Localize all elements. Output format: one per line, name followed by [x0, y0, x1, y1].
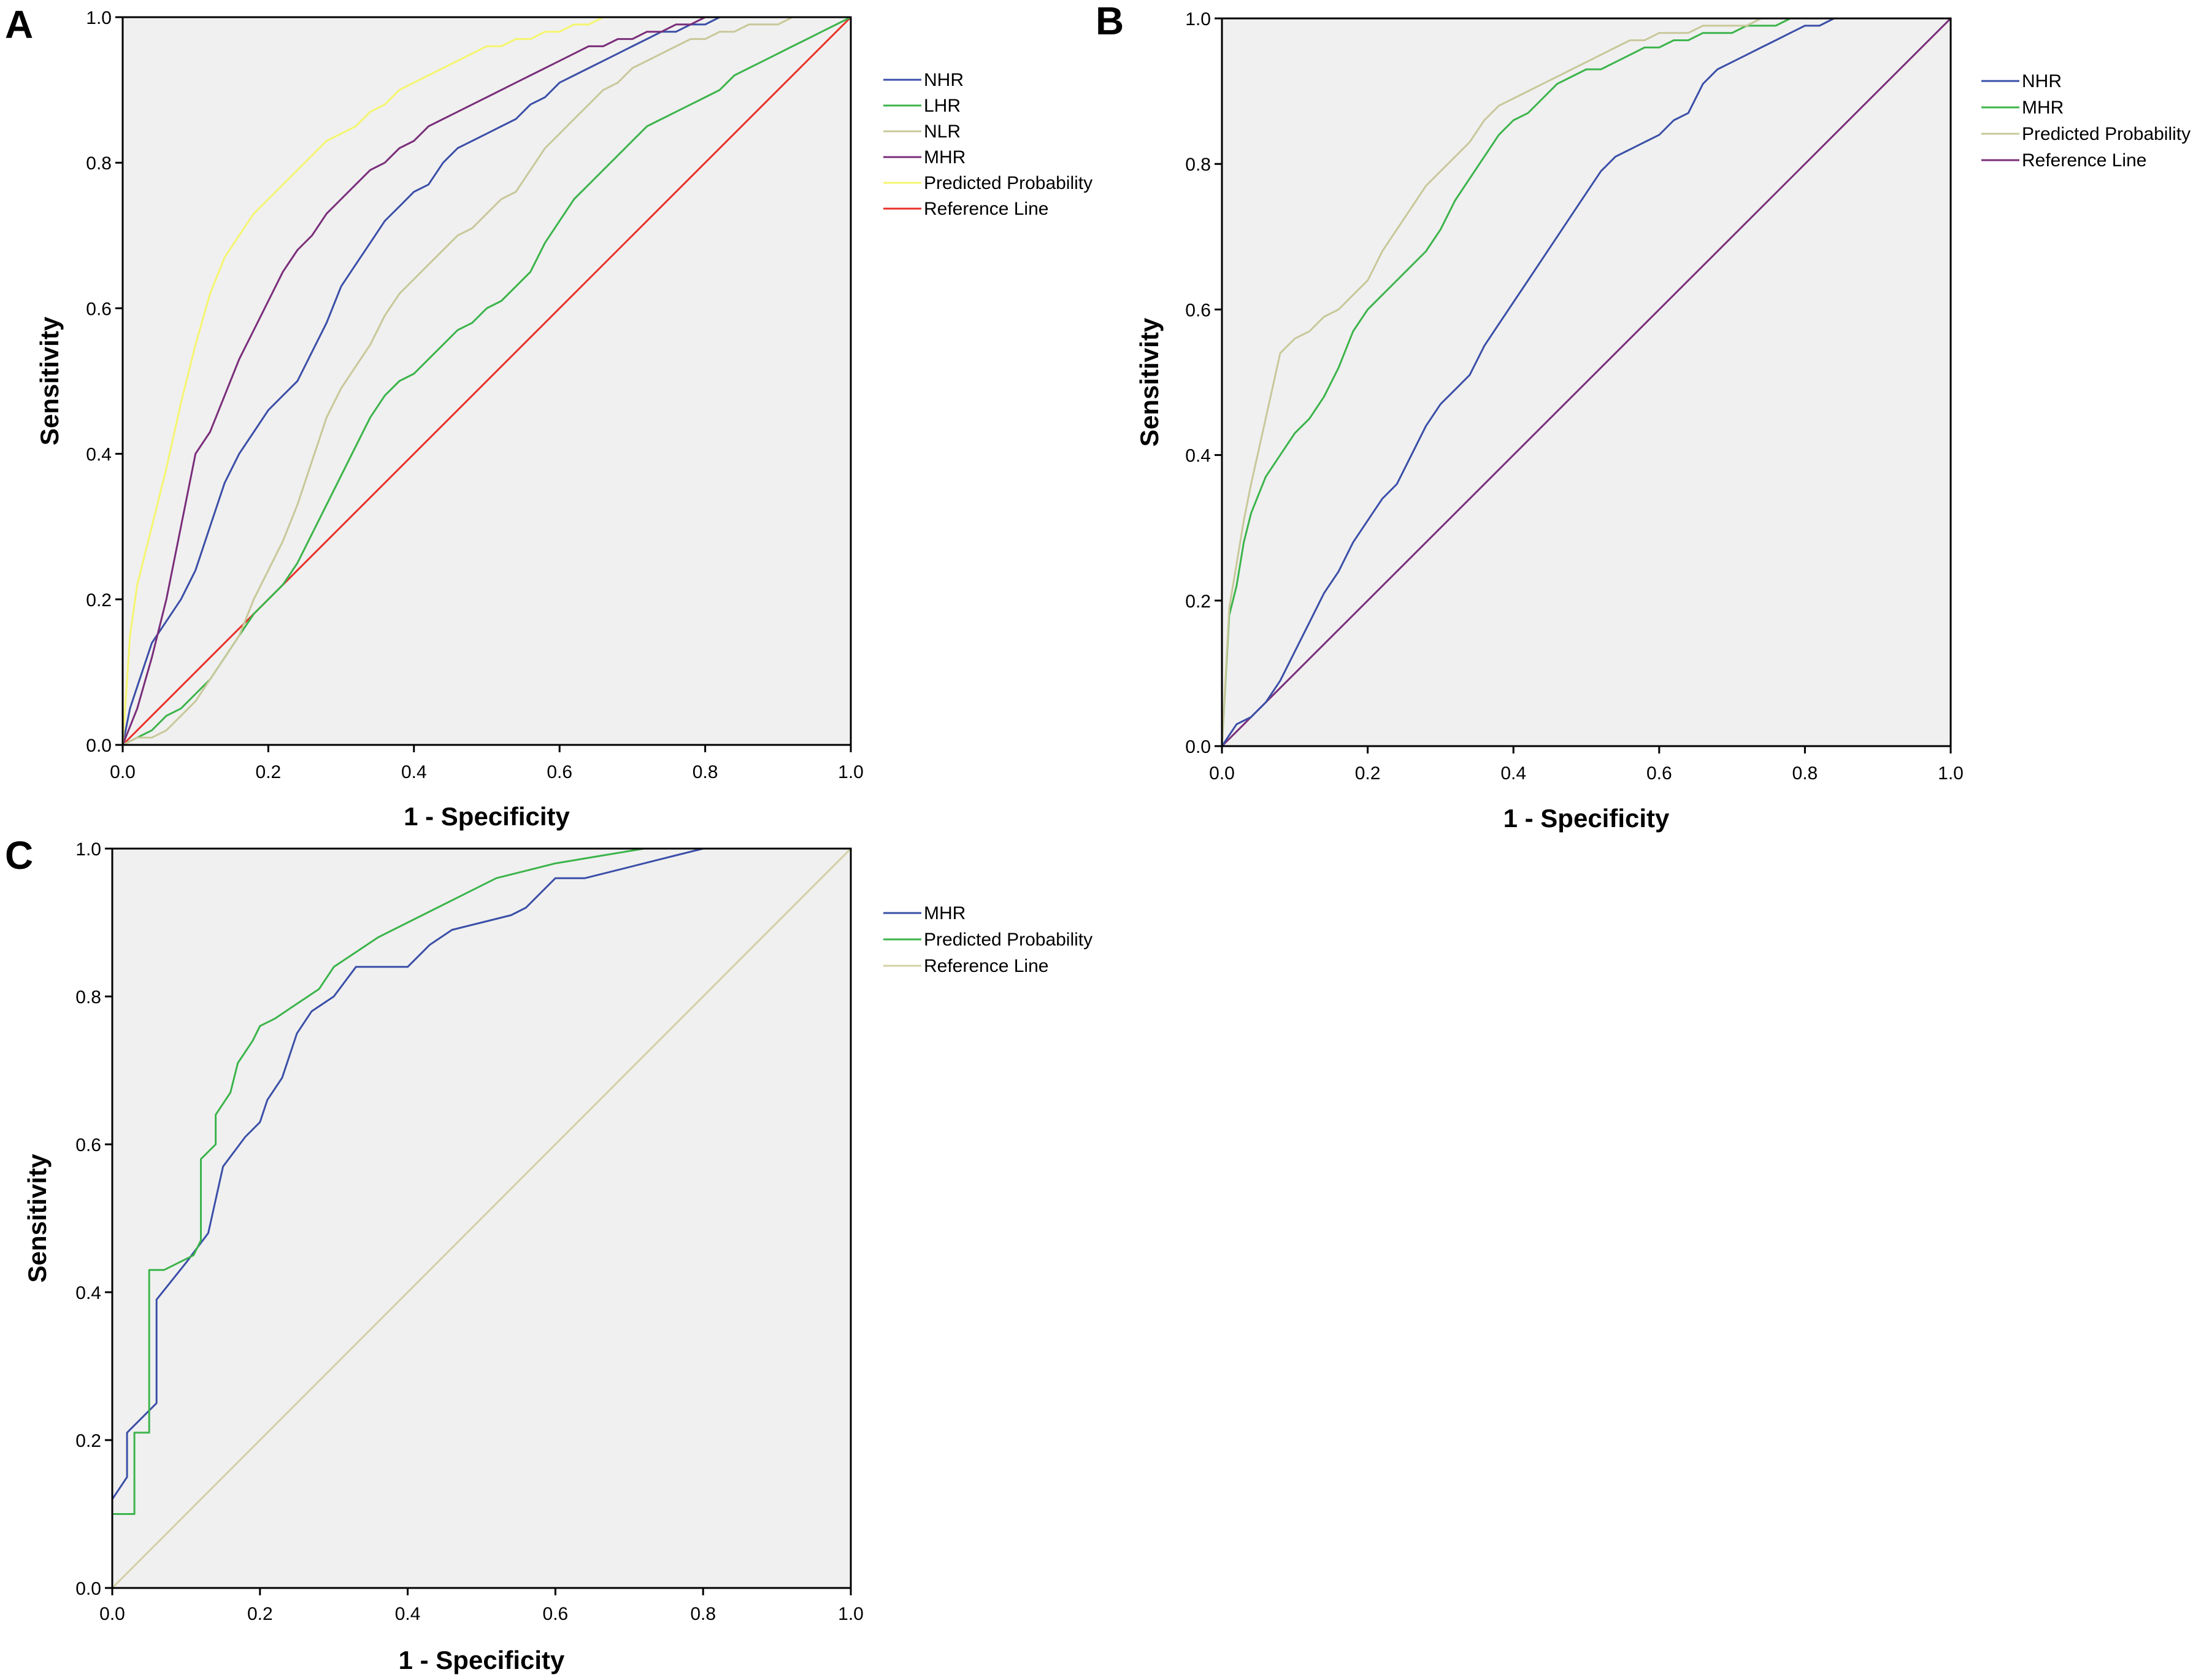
panel-b-legend-label: Reference Line	[2022, 150, 2146, 171]
panel-b-series-reference-line-line	[1221, 17, 1952, 747]
panel-a-legend: NHR LHR NLR MHR Predicted Probability Referen…	[883, 70, 1093, 219]
panel-a-x-tick-label: 0.0	[110, 762, 136, 782]
panel-b-letter: B	[1096, 0, 1124, 43]
panel-c-series-reference-line-line	[111, 847, 852, 1589]
panel-b-y-tick-label: 0.2	[1185, 591, 1211, 612]
panel-c-series-predicted-probability-line	[111, 847, 851, 1588]
panel-c-x-tick-label: 0.0	[99, 1604, 125, 1624]
panel-b-x-tick-label: 0.8	[1792, 763, 1818, 784]
panel-a-y-tick-label: 0.0	[86, 736, 112, 756]
panel-a-legend-label: MHR	[924, 147, 966, 168]
panel-b-series-mhr-line	[1221, 17, 1951, 747]
panel-c-legend-label: Predicted Probability	[924, 930, 1093, 950]
panel-c-y-tick-label: 0.2	[75, 1431, 101, 1451]
panel-a-y-tick-label: 0.6	[86, 299, 112, 319]
panel-b-legend: NHR MHR Predicted Probability Reference Lin…	[1981, 71, 2191, 171]
panel-a-x-tick-label: 0.8	[693, 762, 718, 782]
panel-c-y-tick-label: 1.0	[75, 839, 101, 860]
panel-a-x-tick-label: 0.2	[256, 762, 282, 782]
panel-a-frame	[121, 16, 852, 746]
panel-c-x-tick-label: 0.6	[543, 1604, 569, 1624]
panel-b-y-tick-label: 0.4	[1185, 446, 1211, 466]
panel-c-legend: MHR Predicted Probability Reference Line	[883, 903, 1093, 976]
panel-c-y-tick-label: 0.0	[75, 1579, 101, 1599]
panel-b-legend-label: Predicted Probability	[2022, 124, 2191, 144]
panel-b-x-tick-label: 0.0	[1209, 763, 1235, 784]
panel-c-y-axis-title: Sensitivity	[23, 1154, 52, 1283]
panel-c-x-tick-label: 1.0	[838, 1604, 864, 1624]
panel-c-letter: C	[5, 833, 33, 877]
panel-c-y-tick-label: 0.6	[75, 1135, 101, 1155]
panel-a-y-tick-label: 1.0	[86, 8, 112, 28]
panel-a-series-predicted-probability-line	[121, 16, 851, 746]
panel-a: A 0.0 0.2 0.4 0.6 0.8 1.0 0.0 0.2 0.4 0.6 0.8 1.0 1 -…	[5, 2, 1093, 831]
panel-b-frame	[1221, 17, 1952, 747]
panel-a-letter: A	[5, 2, 33, 47]
panel-c-x-tick-label: 0.4	[395, 1604, 421, 1624]
panel-c-y-tick-label: 0.8	[75, 987, 101, 1008]
panel-b-series-nhr-line	[1221, 17, 1951, 747]
panel-b-y-tick-label: 0.6	[1185, 300, 1211, 320]
panel-a-series-lhr-line	[122, 16, 851, 746]
panel-b-x-tick-label: 0.4	[1500, 763, 1526, 784]
panel-b-x-tick-label: 1.0	[1938, 763, 1964, 784]
panel-a-x-tick-label: 0.6	[547, 762, 572, 782]
panel-a-x-tick-label: 0.4	[401, 762, 427, 782]
panel-c-x-tick-label: 0.8	[690, 1604, 716, 1624]
panel-a-x-axis-title: 1 - Specificity	[404, 802, 570, 831]
panel-a-y-tick-label: 0.8	[86, 153, 112, 174]
panel-c-series-mhr-line	[111, 847, 851, 1588]
panel-a-legend-label: NLR	[924, 121, 961, 142]
panel-b-x-tick-label: 0.6	[1646, 763, 1672, 784]
panel-b-y-tick-label: 1.0	[1185, 9, 1211, 29]
panel-a-y-tick-label: 0.2	[86, 590, 112, 611]
panel-a-series-nhr-line	[121, 16, 851, 746]
panel-a-legend-label: Predicted Probability	[924, 173, 1093, 193]
panel-a-y-tick-label: 0.4	[86, 445, 112, 465]
panel-b-legend-label: NHR	[2022, 71, 2062, 91]
panel-b-x-tick-label: 0.2	[1355, 763, 1381, 784]
panel-c-legend-label: MHR	[924, 903, 966, 923]
panel-c-x-tick-label: 0.2	[247, 1604, 273, 1624]
panel-c: C 0.0 0.2 0.4 0.6 0.8 1.0 0.0 0.2 0.4 0.6 0.8 1.0 1 -…	[5, 833, 1093, 1674]
panel-a-y-axis-title: Sensitivity	[35, 316, 64, 445]
panel-a-legend-label: NHR	[924, 70, 964, 90]
panel-c-legend-label: Reference Line	[924, 956, 1048, 976]
panel-b-y-axis-title: Sensitivity	[1135, 317, 1164, 447]
panel-b-y-tick-label: 0.0	[1185, 737, 1211, 757]
panel-b: B 0.0 0.2 0.4 0.6 0.8 1.0 0.0 0.2 0.4 0.6 0.8 1.0 1 -…	[1096, 0, 2191, 833]
panel-b-y-tick-label: 0.8	[1185, 155, 1211, 175]
panel-c-frame	[111, 847, 852, 1589]
panel-a-x-tick-label: 1.0	[838, 762, 864, 782]
panel-a-legend-label: LHR	[924, 96, 961, 116]
panel-c-y-tick-label: 0.4	[75, 1283, 101, 1303]
panel-a-legend-label: Reference Line	[924, 199, 1048, 219]
panel-a-series-mhr-line	[121, 16, 851, 746]
panel-b-series-predicted-probability-line	[1221, 17, 1951, 747]
panel-b-x-axis-title: 1 - Specificity	[1503, 804, 1670, 833]
panel-a-series-nlr-line	[122, 16, 851, 746]
panel-c-x-axis-title: 1 - Specificity	[399, 1646, 565, 1674]
panel-b-legend-label: MHR	[2022, 98, 2064, 118]
